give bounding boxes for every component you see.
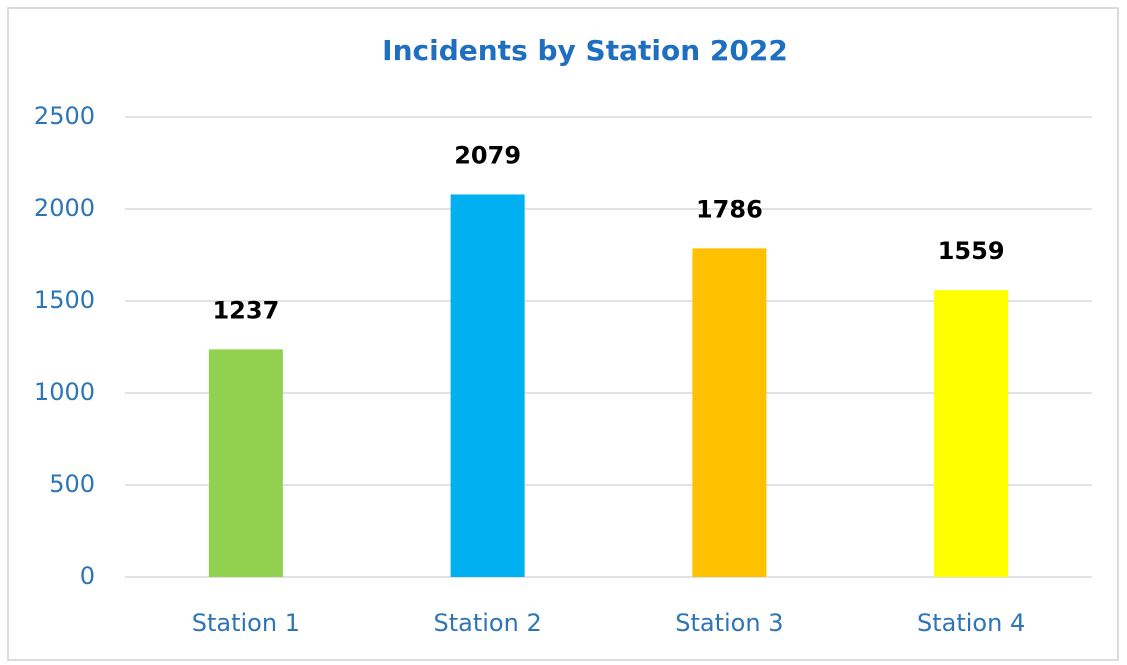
data-label: 1786 (696, 195, 763, 223)
x-tick-label: Station 1 (192, 609, 300, 637)
x-tick-label: Station 3 (675, 609, 783, 637)
y-tick-label: 1000 (34, 378, 95, 406)
bar (208, 349, 283, 577)
y-tick-label: 500 (49, 470, 95, 498)
x-tick-label: Station 2 (434, 609, 542, 637)
bar (934, 290, 1009, 577)
data-label: 1237 (212, 296, 279, 324)
bar (692, 248, 767, 577)
data-label: 1559 (938, 237, 1005, 265)
y-tick-label: 2000 (34, 194, 95, 222)
data-label: 2079 (454, 141, 521, 169)
y-tick-label: 0 (80, 562, 95, 590)
y-tick-label: 1500 (34, 286, 95, 314)
x-tick-label: Station 4 (917, 609, 1025, 637)
bar (450, 194, 525, 578)
y-tick-label: 2500 (34, 102, 95, 130)
chart-title: Incidents by Station 2022 (382, 34, 788, 67)
